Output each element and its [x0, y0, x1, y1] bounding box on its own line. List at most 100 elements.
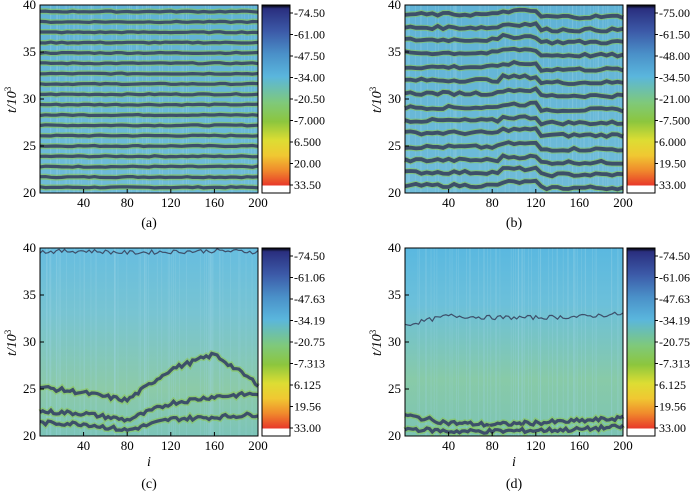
stripe	[404, 140, 624, 153]
stripe	[39, 81, 259, 87]
stripe	[39, 9, 259, 14]
colorbar-tick-label: 19.50	[659, 157, 686, 171]
x-tick-label: 200	[248, 195, 268, 210]
colorbar-tick-label: -74.50	[294, 6, 325, 20]
stripe	[39, 133, 259, 138]
stripe	[39, 50, 259, 56]
x-tick-label: 120	[161, 438, 181, 453]
x-tick-label: 160	[570, 195, 590, 210]
x-tick-label: 200	[613, 195, 633, 210]
colorbar-tick-label: 6.125	[659, 378, 686, 392]
y-tick-label: 30	[23, 334, 36, 349]
colorbar-tick-label: 33.50	[294, 178, 321, 192]
x-tick-label: 200	[248, 438, 268, 453]
x-tick-label: 80	[121, 438, 134, 453]
colorbar	[261, 4, 291, 194]
stripe	[39, 174, 259, 180]
colorbar	[261, 247, 291, 437]
colorbar-tick-label: 20.00	[294, 157, 321, 171]
y-tick-label: 40	[23, 0, 36, 12]
colorbar-tick-label: -61.06	[659, 271, 690, 285]
heatmap-field	[40, 5, 258, 193]
colorbar-tick-label: -61.00	[294, 28, 325, 42]
stripe	[39, 71, 259, 76]
y-tick-label: 40	[388, 0, 401, 12]
colorbar-tick-label: 6.500	[294, 135, 321, 149]
colorbar-tick-label: -34.19	[659, 314, 690, 328]
stripe	[39, 112, 259, 118]
y-tick-label: 20	[388, 185, 401, 200]
panel-label: (a)	[141, 216, 157, 231]
panel-d: 20 25 30 35 40 40 80 120 160 200 t/103 i (d) -74.50 -6…	[368, 240, 690, 492]
colorbar-tick-label: 19.56	[659, 400, 686, 414]
stripe	[39, 123, 259, 128]
colorbar-tick-label: 33.00	[294, 421, 321, 435]
y-tick-label: 30	[388, 334, 401, 349]
colorbar-tick-label: -20.50	[294, 92, 325, 106]
stripe	[39, 154, 259, 159]
colorbar-tick-label: -75.00	[659, 6, 690, 20]
stripe	[404, 126, 624, 139]
panel-c: 20 25 30 35 40 40 80 120 160 200 t/103 i (c) -74.50 -6…	[3, 240, 325, 492]
x-tick-label: 40	[442, 438, 455, 453]
colorbar-tick-label: -47.63	[659, 292, 690, 306]
y-tick-label: 30	[23, 91, 36, 106]
y-axis-label-sup: 3	[3, 329, 13, 334]
y-axis-label-main: t/10	[5, 334, 20, 356]
stripe	[39, 143, 259, 149]
colorbar-tick-label: -48.00	[659, 49, 690, 63]
colorbar-tick-label: 6.000	[659, 135, 686, 149]
panel-label: (c)	[141, 477, 157, 492]
stripe	[404, 73, 624, 86]
x-tick-label: 40	[442, 195, 455, 210]
y-tick-label: 35	[388, 287, 401, 302]
y-tick-label: 25	[23, 381, 36, 396]
y-axis-label-main: t/10	[370, 91, 385, 113]
front	[39, 351, 260, 404]
y-tick-label: 25	[23, 138, 36, 153]
y-tick-label: 25	[388, 381, 401, 396]
front	[404, 413, 624, 428]
stripe	[39, 164, 259, 169]
stripe	[404, 165, 624, 179]
y-tick-label: 35	[23, 287, 36, 302]
y-axis-label-sup: 3	[368, 329, 378, 334]
colorbar-tick-label: 33.00	[659, 178, 686, 192]
y-axis-label-main: t/10	[5, 91, 20, 113]
stripe	[39, 61, 259, 66]
colorbar-tick-label: -34.50	[659, 71, 690, 85]
y-tick-label: 20	[388, 428, 401, 443]
front	[404, 423, 625, 435]
y-tick-label: 20	[23, 185, 36, 200]
colorbar-tick-label: -7.000	[294, 114, 325, 128]
colorbar-tick-label: -20.75	[659, 335, 690, 349]
front	[404, 311, 624, 327]
y-axis-label: t/103	[368, 86, 385, 113]
x-tick-label: 160	[205, 438, 225, 453]
x-axis-label: i	[512, 455, 516, 470]
front	[39, 248, 259, 256]
stripe	[404, 100, 624, 114]
colorbar	[626, 4, 656, 194]
y-tick-label: 40	[23, 240, 36, 255]
colorbar-tick-label: 19.56	[294, 400, 321, 414]
x-tick-label: 40	[77, 438, 90, 453]
stripe	[404, 21, 624, 34]
stripe	[404, 178, 624, 192]
colorbar	[626, 247, 656, 437]
front	[39, 411, 259, 433]
colorbar-tick-label: -74.50	[294, 249, 325, 263]
colorbar-tick-label: -61.06	[294, 271, 325, 285]
x-tick-label: 120	[526, 438, 546, 453]
colorbar-tick-label: -7.313	[294, 357, 325, 371]
x-tick-label: 40	[77, 195, 90, 210]
colorbar-tick-label: -21.00	[659, 92, 690, 106]
stripe	[404, 60, 624, 73]
y-tick-label: 25	[388, 138, 401, 153]
stripe	[39, 185, 259, 190]
x-axis-label: i	[147, 455, 151, 470]
colorbar-tick-label: -7.313	[659, 357, 690, 371]
y-axis-label-sup: 3	[368, 86, 378, 91]
x-tick-label: 200	[613, 438, 633, 453]
